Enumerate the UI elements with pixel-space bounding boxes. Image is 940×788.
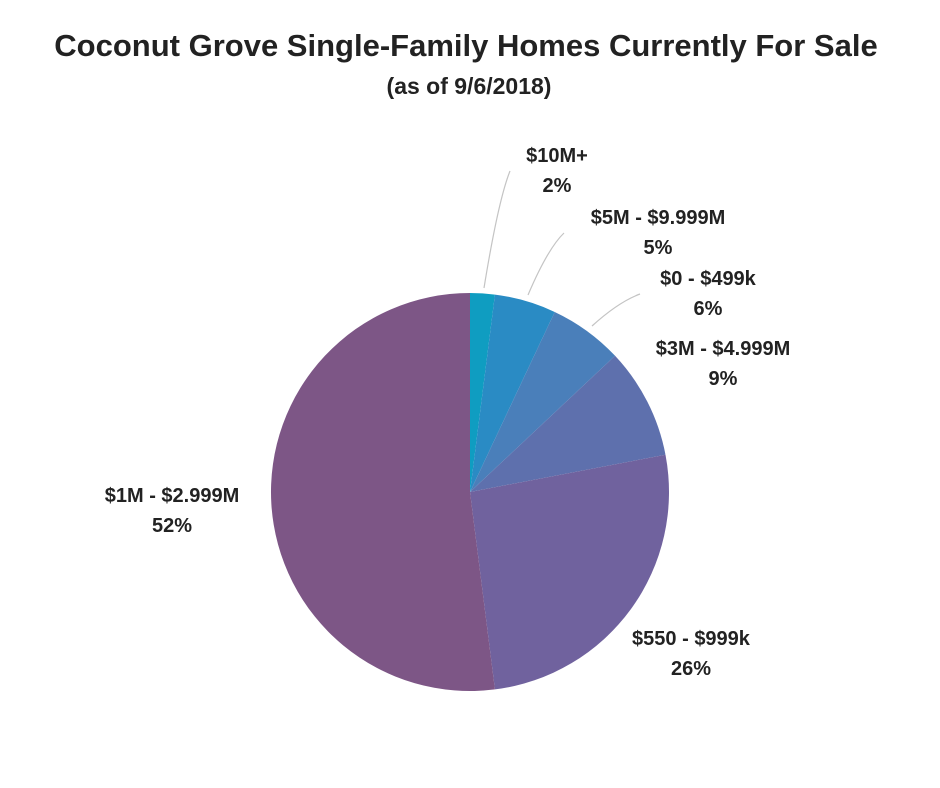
pie-slice-3m-4-999m — [470, 355, 666, 492]
slice-percent-0-499k: 6% — [694, 298, 723, 320]
slice-percent-3m-4-999m: 9% — [709, 368, 738, 390]
slice-percent-550-999k: 26% — [671, 658, 711, 680]
slice-percent-10m: 2% — [543, 175, 572, 197]
pie-slice-10m — [470, 293, 495, 492]
chart-subtitle: (as of 9/6/2018) — [386, 73, 552, 99]
leader-line-10m — [483, 170, 511, 289]
leader-lines-layer — [483, 170, 641, 327]
slice-label-5m-9-999m: $5M - $9.999M — [591, 207, 726, 229]
slice-label-3m-4-999m: $3M - $4.999M — [656, 338, 791, 360]
leader-line-5m-9-999m — [527, 232, 565, 296]
pie-slice-5m-9-999m — [470, 294, 555, 492]
slice-percent-1m-2-999m: 52% — [152, 515, 192, 537]
slice-label-550-999k: $550 - $999k — [632, 628, 751, 650]
pie-slice-0-499k — [470, 311, 616, 492]
slice-label-1m-2-999m: $1M - $2.999M — [105, 485, 240, 507]
slice-label-0-499k: $0 - $499k — [660, 268, 757, 290]
slice-label-10m: $10M+ — [526, 145, 588, 167]
slice-percent-5m-9-999m: 5% — [644, 237, 673, 259]
leader-line-0-499k — [591, 293, 641, 327]
slice-labels-layer: $10M+ 2% $5M - $9.999M 5% $0 - $499k 6% $3M - … — [105, 145, 791, 680]
chart-title: Coconut Grove Single-Family Homes Curren… — [54, 28, 878, 63]
pie-slice-1m-2-999m — [270, 293, 495, 691]
pie-slice-550-999k — [470, 454, 670, 690]
slices-layer — [270, 293, 670, 691]
